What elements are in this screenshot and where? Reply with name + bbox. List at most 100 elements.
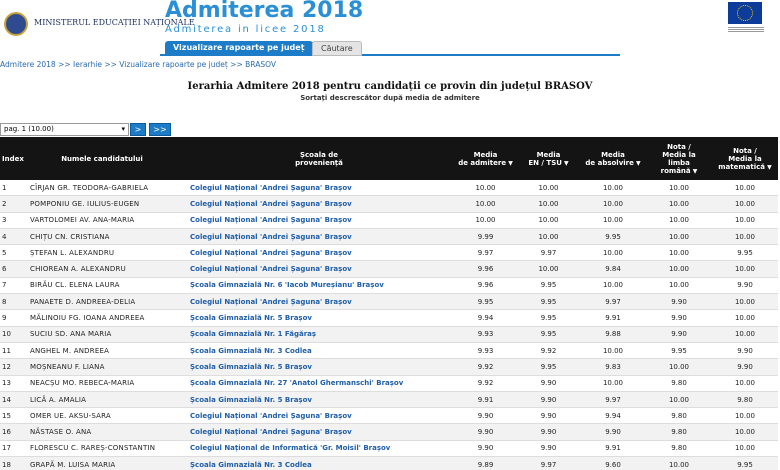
row-index: 5: [0, 244, 20, 262]
table-row: 5 ȘTEFAN L. ALEXANDRU Colegiul Național 'A…: [0, 244, 778, 262]
report-subtitle: Sortați descrescător după media de admit…: [300, 94, 480, 102]
math-grade: 10.00: [712, 440, 778, 458]
school-link[interactable]: Colegiul Național 'Andrei Șaguna' Brașov: [184, 180, 454, 197]
admission-average: 9.92: [454, 358, 517, 376]
romanian-grade: 10.00: [646, 456, 712, 470]
exam-average: 9.97: [517, 456, 580, 470]
math-grade: 10.00: [712, 212, 778, 229]
school-link[interactable]: Colegiul Național 'Andrei Șaguna' Brașov: [184, 260, 454, 278]
table-row: 18 GRAPĂ M. LUISA MARIA Școala Gimnazială …: [0, 456, 778, 470]
graduation-average: 10.00: [580, 342, 646, 360]
table-row: 9 MĂLINOIU FG. IOANA ANDREEA Școala Gimnaz…: [0, 309, 778, 327]
school-link[interactable]: Școala Gimnazială Nr. 3 Codlea: [184, 342, 454, 360]
school-link[interactable]: Școala Gimnazială Nr. 1 Făgăraș: [184, 326, 454, 343]
candidate-name: POMPONIU GE. IULIUS-EUGEN: [20, 195, 184, 213]
candidate-name: PANAETE D. ANDREEA-DELIA: [20, 293, 184, 311]
breadcrumb[interactable]: Admitere 2018 >> Ierarhie >> Vizualizare…: [0, 60, 276, 69]
column-header[interactable]: Media EN / TSU: [517, 137, 580, 180]
school-link[interactable]: Colegiul Național 'Andrei Șaguna' Brașov: [184, 228, 454, 246]
exam-average: 9.90: [517, 375, 580, 392]
school-link[interactable]: Școala Gimnazială Nr. 5 Brașov: [184, 358, 454, 376]
romanian-grade: 9.90: [646, 326, 712, 343]
column-header[interactable]: Media de absolvire: [580, 137, 646, 180]
candidate-name: ANGHEL M. ANDREEA: [20, 342, 184, 360]
exam-average: 9.90: [517, 423, 580, 441]
table-row: 16 NĂSTASE O. ANA Colegiul Național 'Andre…: [0, 423, 778, 441]
table-row: 4 CHIȚU CN. CRISTIANA Colegiul Național 'A…: [0, 228, 778, 246]
school-link[interactable]: Colegiul Național 'Andrei Șaguna' Brașov: [184, 407, 454, 425]
romanian-grade: 10.00: [646, 212, 712, 229]
romanian-grade: 10.00: [646, 228, 712, 246]
candidate-name: VARTOLOMEI AV. ANA-MARIA: [20, 212, 184, 229]
admission-average: 10.00: [454, 180, 517, 197]
graduation-average: 9.97: [580, 293, 646, 311]
last-button[interactable]: >>: [149, 123, 171, 136]
graduation-average: 9.84: [580, 260, 646, 278]
table-row: 12 MOȘNEANU F. LIANA Școala Gimnazială Nr.…: [0, 358, 778, 376]
math-grade: 10.00: [712, 228, 778, 246]
romanian-grade: 10.00: [646, 195, 712, 213]
admission-average: 10.00: [454, 212, 517, 229]
romanian-grade: 9.95: [646, 342, 712, 360]
candidate-name: CHIȚU CN. CRISTIANA: [20, 228, 184, 246]
school-link[interactable]: Colegiul Național 'Andrei Șaguna' Brașov: [184, 195, 454, 213]
row-index: 1: [0, 180, 20, 197]
math-grade: 9.90: [712, 277, 778, 295]
tab[interactable]: Căutare: [312, 41, 362, 56]
candidate-name: ȘTEFAN L. ALEXANDRU: [20, 244, 184, 262]
table-row: 15 OMER UE. AKSU-SARA Colegiul Național 'A…: [0, 407, 778, 425]
tab[interactable]: Vizualizare rapoarte pe județ: [165, 41, 313, 54]
column-header: Școala de proveniență: [184, 137, 454, 180]
romanian-grade: 10.00: [646, 277, 712, 295]
school-link[interactable]: Școala Gimnazială Nr. 5 Brașov: [184, 391, 454, 409]
graduation-average: 9.95: [580, 228, 646, 246]
column-header[interactable]: Nota / Media la matematică: [712, 137, 778, 180]
row-index: 14: [0, 391, 20, 409]
school-link[interactable]: Școala Gimnazială Nr. 3 Codlea: [184, 456, 454, 470]
ministry-logo: [4, 12, 28, 36]
school-link[interactable]: Colegiul Național de Informatică 'Gr. Mo…: [184, 440, 454, 458]
graduation-average: 9.88: [580, 326, 646, 343]
school-link[interactable]: Colegiul Național 'Andrei Șaguna' Brașov: [184, 293, 454, 311]
admission-average: 9.90: [454, 423, 517, 441]
school-link[interactable]: Școala Gimnazială Nr. 5 Brașov: [184, 309, 454, 327]
candidate-name: MĂLINOIU FG. IOANA ANDREEA: [20, 309, 184, 327]
romanian-grade: 10.00: [646, 244, 712, 262]
row-index: 17: [0, 440, 20, 458]
admission-average: 9.90: [454, 440, 517, 458]
math-grade: 9.90: [712, 358, 778, 376]
graduation-average: 10.00: [580, 212, 646, 229]
math-grade: 10.00: [712, 375, 778, 392]
header-row: Index Numele candidatului Școala de proven…: [0, 137, 778, 180]
graduation-average: 9.97: [580, 391, 646, 409]
table-row: 14 LICĂ A. AMALIA Școala Gimnazială Nr. 5 …: [0, 391, 778, 409]
admission-average: 9.90: [454, 407, 517, 425]
school-link[interactable]: Colegiul Național 'Andrei Șaguna' Brașov: [184, 244, 454, 262]
candidate-name: CÎRJAN GR. TEODORA-GABRIELA: [20, 180, 184, 197]
table-body: 1 CÎRJAN GR. TEODORA-GABRIELA Colegiul Naț…: [0, 180, 778, 470]
table-row: 1 CÎRJAN GR. TEODORA-GABRIELA Colegiul Naț…: [0, 180, 778, 197]
table-row: 17 FLORESCU C. RAREȘ-CONSTANTIN Colegiul N…: [0, 440, 778, 458]
school-link[interactable]: Colegiul Național 'Andrei Șaguna' Brașov: [184, 212, 454, 229]
school-link[interactable]: Școala Gimnazială Nr. 6 'Iacob Mureșianu…: [184, 277, 454, 295]
math-grade: 10.00: [712, 195, 778, 213]
graduation-average: 10.00: [580, 180, 646, 197]
graduation-average: 10.00: [580, 244, 646, 262]
school-link[interactable]: Colegiul Național 'Andrei Șaguna' Brașov: [184, 423, 454, 441]
romanian-grade: 9.80: [646, 423, 712, 441]
row-index: 3: [0, 212, 20, 229]
next-button[interactable]: >: [130, 123, 146, 136]
row-index: 12: [0, 358, 20, 376]
row-index: 15: [0, 407, 20, 425]
romanian-grade: 10.00: [646, 180, 712, 197]
school-link[interactable]: Școala Gimnazială Nr. 27 'Anatol Gherman…: [184, 375, 454, 392]
column-header[interactable]: Media de admitere: [454, 137, 517, 180]
romanian-grade: 9.80: [646, 440, 712, 458]
table-row: 11 ANGHEL M. ANDREEA Școala Gimnazială Nr.…: [0, 342, 778, 360]
column-header[interactable]: Nota / Media la limba română: [646, 137, 712, 180]
table-row: 13 NEACȘU MO. REBECA-MARIA Școala Gimnazia…: [0, 375, 778, 392]
graduation-average: 9.83: [580, 358, 646, 376]
admission-average: 9.94: [454, 309, 517, 327]
admission-average: 9.92: [454, 375, 517, 392]
page-select[interactable]: pag. 1 (10.00): [0, 123, 129, 136]
